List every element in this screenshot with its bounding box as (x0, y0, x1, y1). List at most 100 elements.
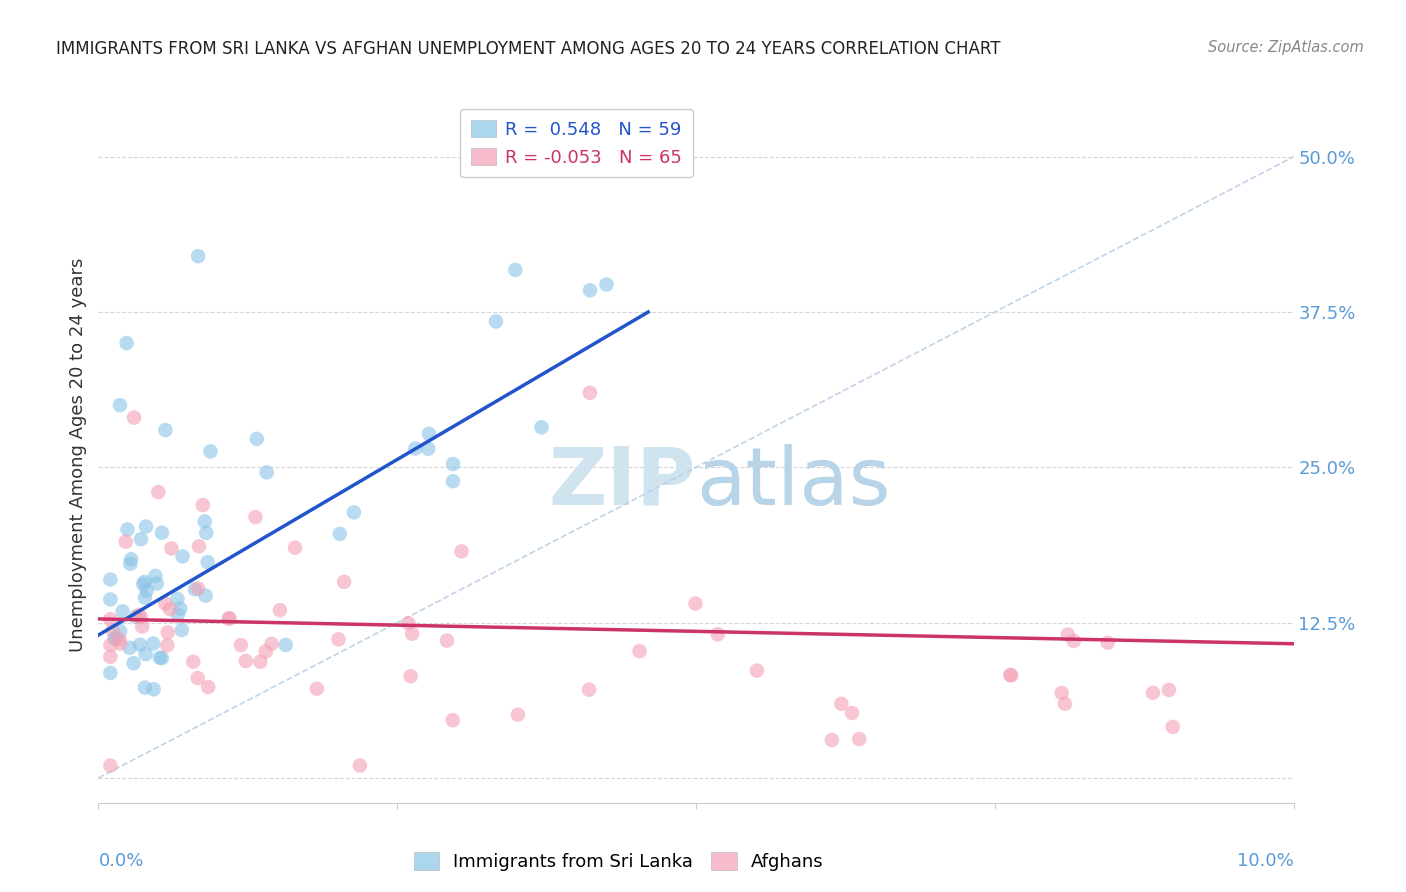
Point (98, 638, 122, 652)
Point (103, 632, 125, 646)
Point (188, 539, 211, 553)
Point (418, 442, 440, 456)
Point (579, 283, 602, 297)
Text: ZIP: ZIP (548, 443, 696, 522)
Point (184, 582, 207, 597)
Point (128, 607, 150, 622)
Point (134, 681, 156, 695)
Text: 10.0%: 10.0% (1237, 853, 1294, 871)
Point (148, 485, 170, 500)
Text: 0.0%: 0.0% (98, 853, 143, 871)
Legend: Immigrants from Sri Lanka, Afghans: Immigrants from Sri Lanka, Afghans (406, 846, 831, 879)
Point (745, 664, 768, 678)
Point (134, 574, 156, 589)
Point (135, 519, 157, 533)
Point (118, 640, 141, 655)
Point (578, 682, 600, 697)
Point (441, 474, 464, 488)
Point (505, 263, 527, 277)
Point (108, 632, 131, 646)
Point (200, 444, 222, 458)
Point (142, 682, 165, 697)
Point (530, 420, 553, 434)
Point (821, 733, 844, 747)
Point (194, 515, 217, 529)
Point (706, 627, 728, 641)
Text: Source: ZipAtlas.com: Source: ZipAtlas.com (1208, 40, 1364, 55)
Point (218, 611, 240, 625)
Point (260, 637, 283, 651)
Point (170, 623, 193, 637)
Point (187, 582, 209, 596)
Text: atlas: atlas (696, 443, 890, 522)
Point (156, 638, 179, 652)
Point (155, 597, 177, 611)
Point (191, 498, 214, 512)
Point (101, 624, 124, 638)
Point (830, 697, 852, 711)
Point (1050, 686, 1073, 700)
Point (441, 713, 464, 727)
Point (187, 671, 209, 685)
Point (155, 423, 177, 437)
Point (197, 555, 219, 569)
Point (98, 592, 122, 607)
Point (1142, 686, 1164, 700)
Point (197, 680, 219, 694)
Point (122, 410, 145, 425)
Point (142, 636, 165, 650)
Point (166, 591, 188, 606)
Point (114, 534, 136, 549)
Point (187, 249, 209, 263)
Point (229, 638, 252, 652)
Point (1056, 627, 1078, 641)
Point (328, 632, 350, 647)
Point (305, 681, 328, 696)
Point (218, 611, 240, 625)
Point (160, 541, 183, 556)
Point (149, 650, 172, 665)
Point (108, 398, 131, 412)
Point (1000, 668, 1022, 682)
Point (117, 523, 139, 537)
Point (418, 426, 440, 441)
Point (1097, 636, 1119, 650)
Point (143, 569, 166, 583)
Point (685, 597, 707, 611)
Point (122, 657, 145, 671)
Point (181, 655, 204, 669)
Point (274, 638, 297, 652)
Point (129, 638, 152, 652)
Point (115, 336, 138, 351)
Point (1000, 668, 1022, 682)
Point (156, 625, 179, 640)
Point (404, 442, 426, 456)
Point (150, 525, 173, 540)
Point (125, 609, 148, 624)
Point (159, 602, 181, 616)
Point (450, 544, 472, 558)
Point (98, 573, 122, 587)
Point (235, 654, 257, 668)
Point (1053, 697, 1076, 711)
Point (249, 655, 271, 669)
Point (441, 457, 464, 471)
Point (120, 552, 142, 566)
Point (269, 603, 291, 617)
Point (134, 591, 156, 605)
Point (129, 533, 152, 547)
Point (108, 624, 131, 638)
Point (150, 651, 173, 665)
Point (98, 612, 122, 626)
Point (628, 644, 651, 658)
Point (333, 574, 356, 589)
Point (145, 576, 167, 591)
Point (120, 557, 142, 571)
Point (254, 644, 277, 658)
Text: IMMIGRANTS FROM SRI LANKA VS AFGHAN UNEMPLOYMENT AMONG AGES 20 TO 24 YEARS CORRE: IMMIGRANTS FROM SRI LANKA VS AFGHAN UNEM… (56, 40, 1001, 58)
Point (245, 510, 267, 524)
Point (98, 665, 122, 680)
Point (329, 527, 352, 541)
Point (194, 589, 217, 603)
Point (401, 626, 423, 640)
